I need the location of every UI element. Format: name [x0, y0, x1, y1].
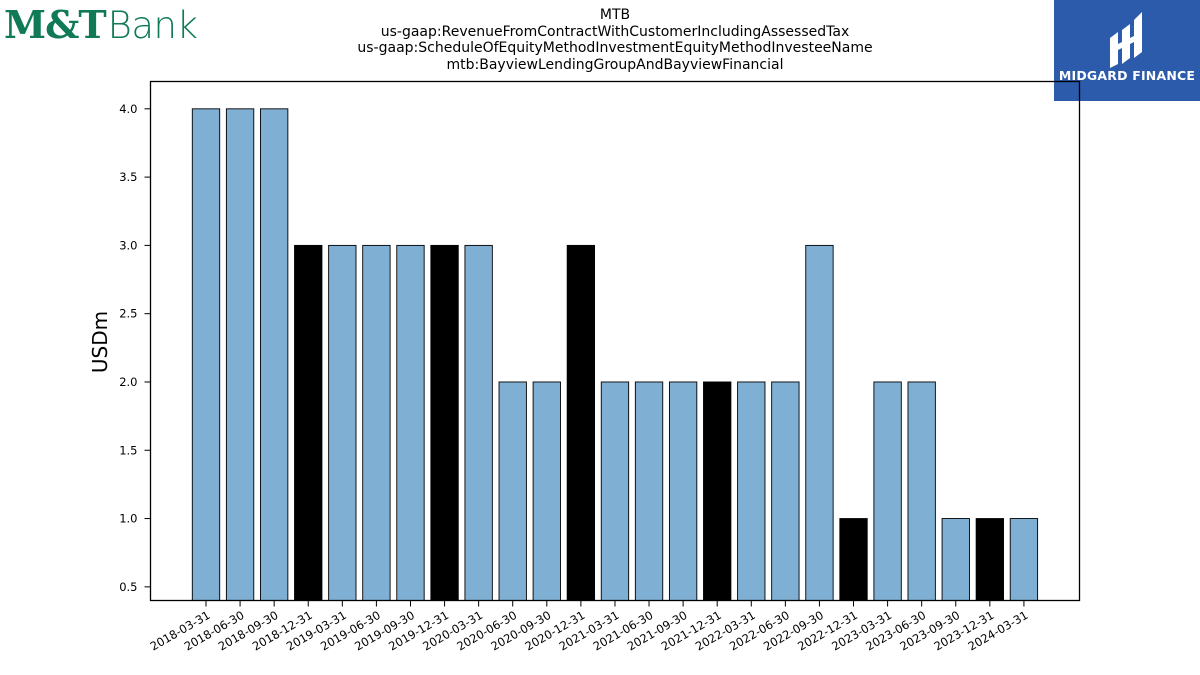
- bar-2023-03-31: [873, 381, 902, 601]
- y-tick-label: 3.0: [119, 238, 137, 252]
- chart-title-line-2: us-gaap:RevenueFromContractWithCustomerI…: [380, 23, 850, 40]
- bar-2020-03-31: [464, 244, 493, 601]
- bar-2023-06-30: [907, 381, 936, 601]
- bar-2020-09-30: [532, 381, 561, 601]
- y-tick-label: 2.0: [119, 375, 137, 389]
- bar-2021-09-30: [668, 381, 698, 601]
- midgard-finance-logo: MIDGARD FINANCE: [1054, 0, 1200, 101]
- chart-title-line-1: MTB: [599, 7, 631, 23]
- bar-2019-09-30: [396, 244, 425, 601]
- bar-2019-12-31: [430, 244, 459, 601]
- y-axis: 0.5 1.0 1.5 2.0 2.5 3.0 3.5 4.0: [119, 102, 151, 594]
- midgard-mark-icon: [1110, 12, 1142, 68]
- bars-group: [191, 108, 1039, 601]
- bar-2023-12-31: [975, 518, 1004, 601]
- mt-logo-mark: M&T: [4, 2, 107, 47]
- bar-2022-06-30: [771, 381, 800, 601]
- midgard-logo-text: MIDGARD FINANCE: [1058, 68, 1196, 83]
- bar-2021-03-31: [600, 381, 630, 601]
- y-tick-label: 3.5: [119, 170, 137, 184]
- chart-title-line-4: mtb:BayviewLendingGroupAndBayviewFinanci…: [446, 56, 784, 73]
- y-tick-label: 2.5: [119, 307, 137, 321]
- chart-title-line-3: us-gaap:ScheduleOfEquityMethodInvestment…: [357, 40, 873, 56]
- y-tick-label: 1.0: [119, 512, 137, 526]
- bar-2018-09-30: [260, 108, 289, 601]
- bar-2020-12-31: [566, 244, 596, 601]
- bar-2018-12-31: [294, 244, 323, 601]
- bar-2022-09-30: [805, 244, 834, 601]
- bar-2022-12-31: [839, 518, 868, 601]
- chart-title: MTB us-gaap:RevenueFromContractWithCusto…: [300, 7, 930, 73]
- x-axis: 2018-03-312018-06-302018-09-302018-12-31…: [148, 600, 1030, 654]
- y-tick-label: 0.5: [119, 580, 137, 594]
- mt-bank-logo: M&T Bank: [4, 2, 198, 47]
- bar-2023-09-30: [941, 518, 970, 601]
- bar-2022-03-31: [737, 381, 766, 601]
- bar-2020-06-30: [498, 381, 527, 601]
- bar-2021-06-30: [634, 381, 664, 601]
- bar-2021-12-31: [703, 381, 732, 601]
- bar-2024-03-31: [1009, 518, 1039, 601]
- bar-2018-03-31: [191, 108, 221, 601]
- bar-2019-06-30: [362, 244, 391, 601]
- y-tick-label: 4.0: [119, 102, 137, 116]
- y-tick-label: 1.5: [119, 443, 137, 457]
- bar-2019-03-31: [328, 244, 357, 601]
- bar-2018-06-30: [225, 108, 255, 601]
- mt-logo-bank-text: Bank: [107, 4, 198, 47]
